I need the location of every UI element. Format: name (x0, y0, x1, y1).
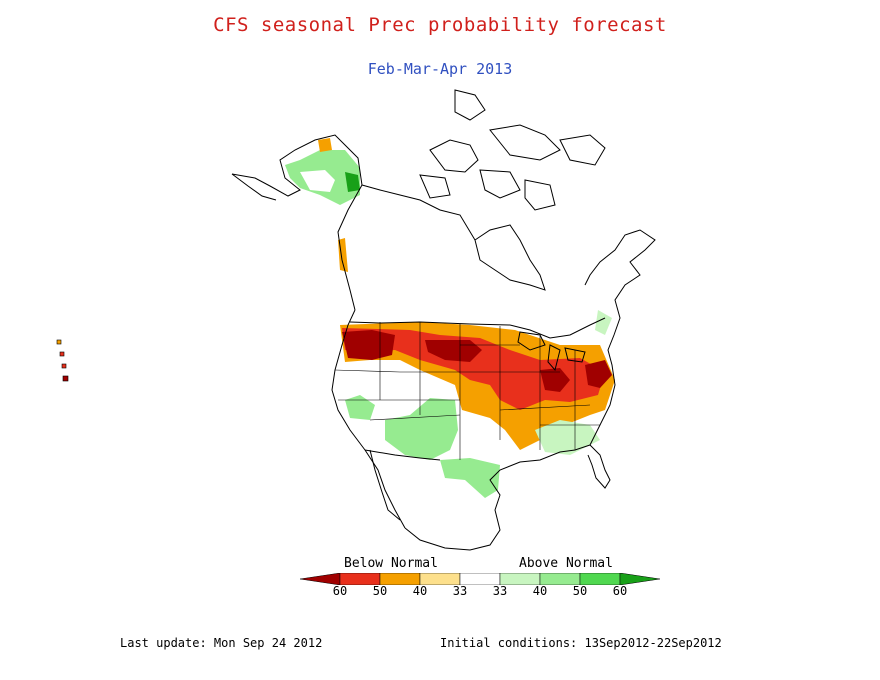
east-below-60 (585, 360, 612, 388)
alaska-normal (300, 170, 335, 192)
alaska-below-40 (318, 138, 332, 152)
legend-tick-label: 60 (332, 584, 348, 598)
dakota-below-60 (425, 340, 482, 362)
legend-tick-label: 33 (452, 584, 468, 598)
initial-conditions-text: Initial conditions: 13Sep2012-22Sep2012 (440, 636, 722, 650)
forecast-shading (285, 138, 615, 498)
legend-colorbar (300, 573, 660, 585)
legend-above-label: Above Normal (519, 556, 613, 571)
legend-tick-label: 40 (412, 584, 428, 598)
map-title: CFS seasonal Prec probability forecast (213, 14, 667, 36)
alaska-above-60 (345, 172, 360, 192)
country-outlines (231, 89, 656, 551)
legend-tick-label: 50 (572, 584, 588, 598)
legend-tick-label: 40 (532, 584, 548, 598)
texas-above-40 (440, 458, 500, 498)
legend-tick-label: 60 (612, 584, 628, 598)
last-update-text: Last update: Mon Sep 24 2012 (120, 636, 323, 650)
east-coast-above-33 (595, 310, 612, 335)
midwest-below-60 (540, 368, 570, 392)
southwest-above-40b (385, 398, 458, 460)
legend-tick-label: 33 (492, 584, 508, 598)
state-outlines (334, 322, 600, 460)
map-subtitle: Feb-Mar-Apr 2013 (367, 60, 513, 78)
southeast-above-33 (535, 420, 600, 455)
legend-below-label: Below Normal (344, 556, 438, 571)
legend-cell-above-60 (619, 573, 660, 585)
north-below-50 (342, 328, 605, 410)
northwest-below-60 (342, 330, 395, 360)
hawaii-islands (56, 339, 69, 382)
legend-tick-label: 50 (372, 584, 388, 598)
southwest-above-40 (345, 395, 375, 420)
